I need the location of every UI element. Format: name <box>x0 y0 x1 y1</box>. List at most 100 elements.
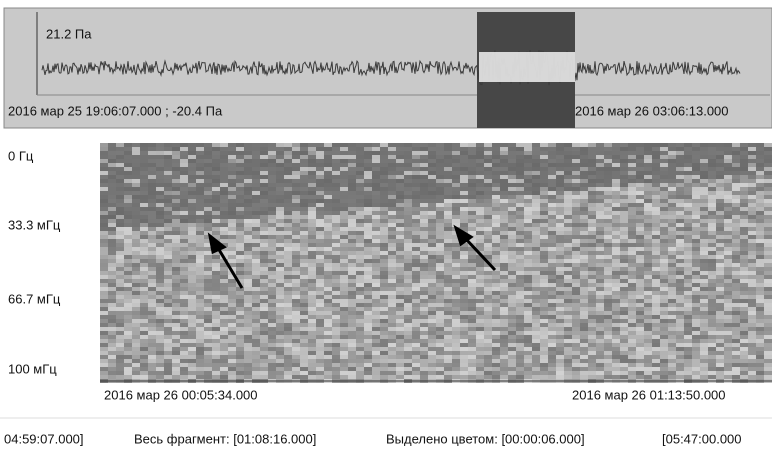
spectrogram-cell <box>284 199 292 203</box>
spectrogram-cell <box>492 335 500 339</box>
spectrogram-cell <box>540 279 548 283</box>
spectrogram-cell <box>708 339 716 343</box>
spectrogram-cell <box>348 231 356 235</box>
spectrogram-cell <box>676 143 684 147</box>
spectrogram-cell <box>684 251 692 255</box>
spectrogram-cell <box>196 375 204 379</box>
spectrogram-cell <box>308 203 316 207</box>
spectrogram-cell <box>140 255 148 259</box>
spectrogram-cell <box>332 307 340 311</box>
spectrogram-cell <box>436 255 444 259</box>
spectrogram-cell <box>316 195 324 199</box>
spectrogram-cell <box>172 219 180 223</box>
spectrogram-cell <box>124 219 132 223</box>
spectrogram-cell <box>620 319 628 323</box>
spectrogram-cell <box>348 247 356 251</box>
spectrogram-cell <box>532 363 540 367</box>
spectrogram-cell <box>172 331 180 335</box>
spectrogram-cell <box>692 259 700 263</box>
spectrogram-cell <box>532 147 540 151</box>
spectrogram-cell <box>756 375 764 379</box>
spectrogram-cell <box>572 271 580 275</box>
spectrogram-cell <box>380 319 388 323</box>
spectrogram-cell <box>636 239 644 243</box>
spectrogram-cell <box>380 179 388 183</box>
spectrogram-cell <box>668 203 676 207</box>
spectrogram-cell <box>356 295 364 299</box>
spectrogram-cell <box>132 303 140 307</box>
spectrogram-cell <box>500 347 508 351</box>
spectrogram-cell <box>156 259 164 263</box>
spectrogram-cell <box>156 355 164 359</box>
spectrogram-cell <box>316 191 324 195</box>
spectrogram-cell <box>540 271 548 275</box>
spectrogram-cell <box>604 311 612 315</box>
spectrogram-cell <box>532 287 540 291</box>
spectrogram-cell <box>596 303 604 307</box>
spectrogram-cell <box>100 219 108 223</box>
spectrogram-cell <box>516 327 524 331</box>
spectrogram-cell <box>436 251 444 255</box>
spectrogram-cell <box>716 251 724 255</box>
spectrogram-cell <box>476 183 484 187</box>
spectrogram-cell <box>572 287 580 291</box>
spectrogram-cell <box>204 183 212 187</box>
spectrogram-cell <box>380 303 388 307</box>
spectrogram-cell <box>380 355 388 359</box>
spectrogram-cell <box>484 287 492 291</box>
spectrogram-cell <box>548 151 556 155</box>
spectrogram-cell <box>196 287 204 291</box>
spectrogram-cell <box>324 375 332 379</box>
spectrogram-cell <box>276 255 284 259</box>
spectrogram-cell <box>380 291 388 295</box>
spectrogram-cell <box>228 195 236 199</box>
spectrogram-cell <box>372 315 380 319</box>
spectrogram-cell <box>332 215 340 219</box>
spectrogram-cell <box>308 247 316 251</box>
spectrogram-cell <box>196 343 204 347</box>
spectrogram-cell <box>604 223 612 227</box>
spectrogram-cell <box>196 299 204 303</box>
spectrogram-cell <box>252 355 260 359</box>
spectrogram-cell <box>148 223 156 227</box>
spectrogram-cell <box>292 287 300 291</box>
spectrogram-cell <box>492 271 500 275</box>
spectrogram-cell <box>412 267 420 271</box>
spectrogram-cell <box>356 207 364 211</box>
spectrogram-cell <box>436 259 444 263</box>
spectrogram-cell <box>740 367 748 371</box>
spectrogram-cell <box>500 311 508 315</box>
spectrogram-cell <box>524 275 532 279</box>
spectrogram-cell <box>236 175 244 179</box>
spectrogram-cell <box>276 279 284 283</box>
spectrogram-cell <box>444 199 452 203</box>
spectrogram-cell <box>604 355 612 359</box>
spectrogram-cell <box>524 287 532 291</box>
spectrogram-cell <box>308 291 316 295</box>
spectrogram-cell <box>644 347 652 351</box>
spectrogram-cell <box>324 335 332 339</box>
spectrogram-cell <box>428 183 436 187</box>
spectrogram-cell <box>292 187 300 191</box>
spectrogram-cell <box>276 371 284 375</box>
spectrogram-cell <box>388 303 396 307</box>
spectrogram-cell <box>556 347 564 351</box>
spectrogram-cell <box>356 271 364 275</box>
spectrogram-cell <box>692 239 700 243</box>
spectrogram-cell <box>364 179 372 183</box>
spectrogram-cell <box>100 319 108 323</box>
spectrogram-cell <box>428 211 436 215</box>
spectrogram-cell <box>252 143 260 147</box>
spectrogram-cell <box>660 319 668 323</box>
spectrogram-cell <box>676 163 684 167</box>
spectrogram-cell <box>548 239 556 243</box>
spectrogram-cell <box>204 303 212 307</box>
spectrogram-cell <box>212 343 220 347</box>
spectrogram-cell <box>308 299 316 303</box>
spectrogram-cell <box>564 211 572 215</box>
spectrogram-cell <box>172 227 180 231</box>
spectrogram-cell <box>396 147 404 151</box>
spectrogram-cell <box>188 215 196 219</box>
spectrogram-cell <box>300 371 308 375</box>
spectrogram-cell <box>572 203 580 207</box>
